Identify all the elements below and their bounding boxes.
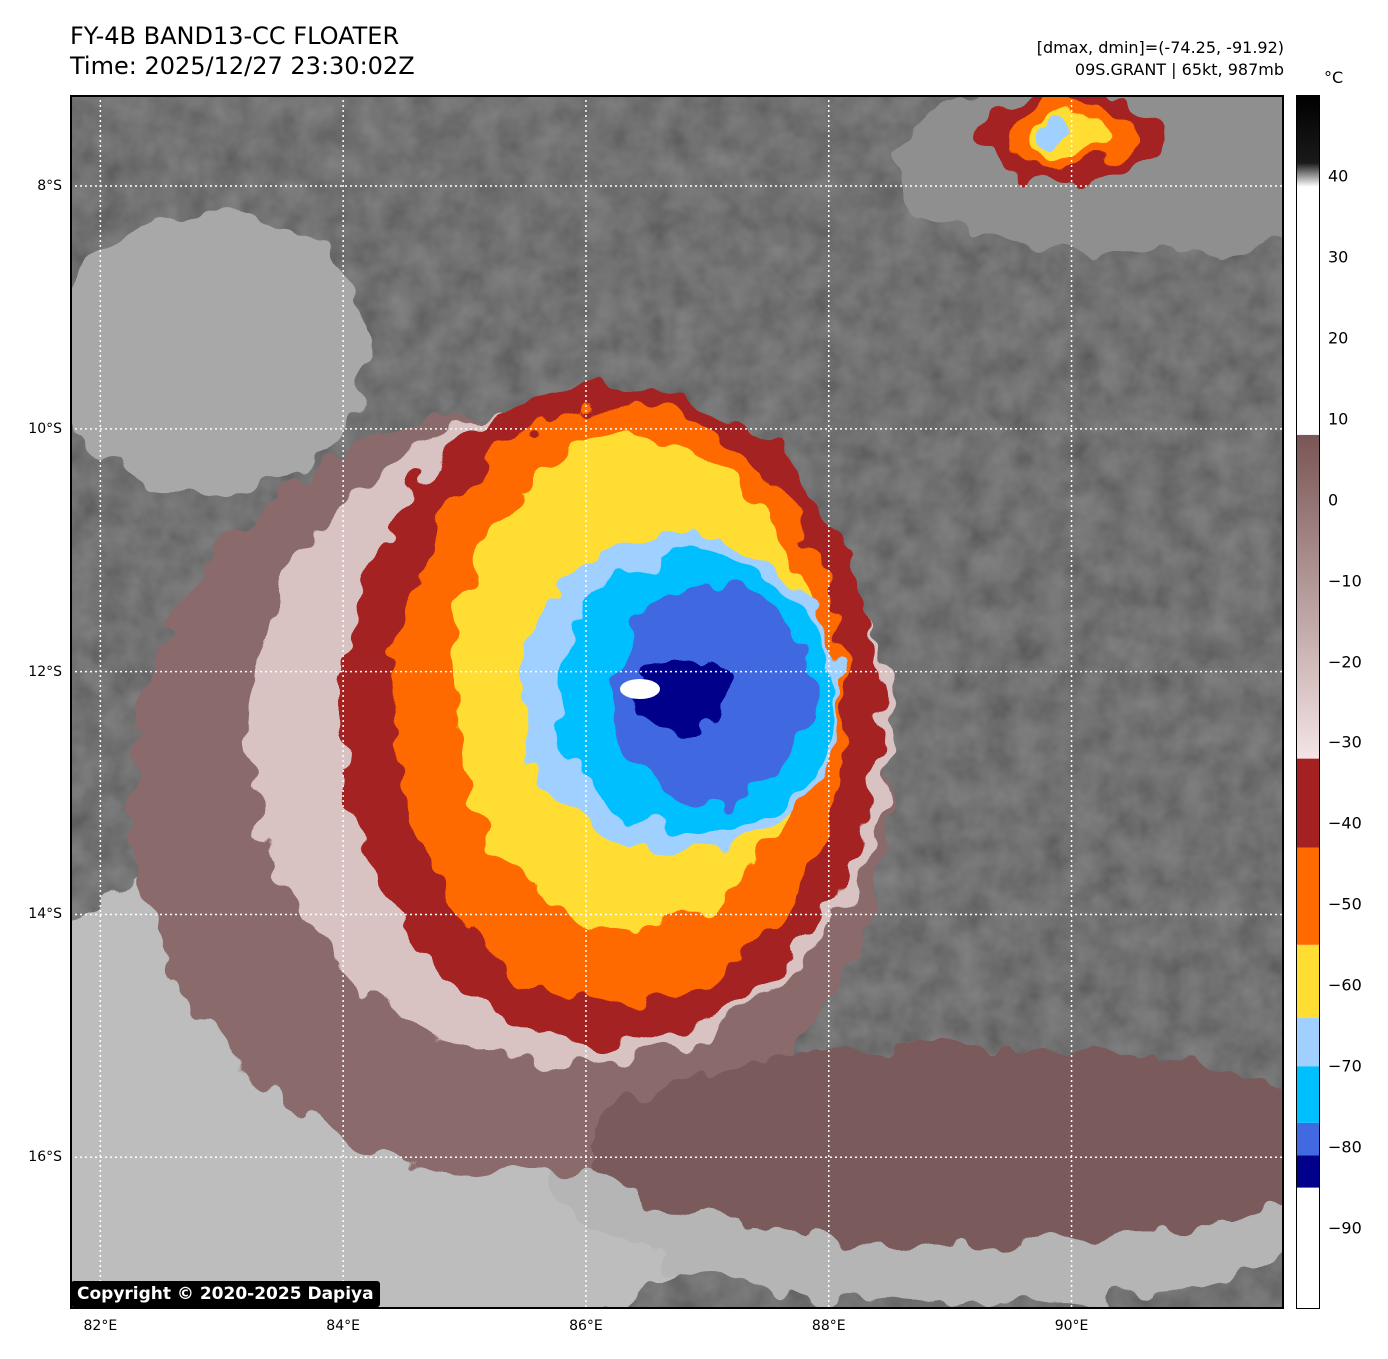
colorbar-tick: −50	[1328, 894, 1362, 914]
northeast-convection	[980, 95, 1160, 180]
title-line-1: FY-4B BAND13-CC FLOATER	[70, 22, 400, 50]
colorbar-tick: −70	[1328, 1056, 1362, 1076]
lat-label: 16°S	[28, 1149, 62, 1166]
colorbar-pink-brown	[1296, 434, 1320, 759]
copyright-badge: Copyright © 2020-2025 Dapiya	[71, 1281, 380, 1307]
info-storm: 09S.GRANT | 65kt, 987mb	[1074, 60, 1284, 79]
lon-label: 82°E	[83, 1318, 118, 1334]
colorbar-tick: −20	[1328, 652, 1362, 672]
colorbar-band-0	[1296, 1187, 1320, 1309]
lon-label: 90°E	[1054, 1318, 1089, 1334]
colorbar-band-1	[1296, 1155, 1320, 1188]
colorbar-tick: 0	[1328, 490, 1339, 510]
colorbar-tick: 30	[1328, 247, 1349, 267]
colorbar-warm-gray	[1296, 95, 1320, 435]
satellite-map	[70, 95, 1284, 1309]
colorbar-tick: −60	[1328, 975, 1362, 995]
map-frame	[70, 95, 1284, 1309]
colorbar-band-5	[1296, 944, 1320, 1018]
colorbar-tick: 40	[1328, 166, 1349, 186]
lon-label: 86°E	[569, 1318, 603, 1334]
colorbar-band-4	[1296, 1017, 1320, 1067]
colorbar-tick: −80	[1328, 1137, 1362, 1157]
storm-core	[340, 385, 880, 1045]
storm-eye	[620, 679, 660, 699]
colorbar-band-3	[1296, 1066, 1320, 1123]
colorbar-tick: −40	[1328, 813, 1362, 833]
colorbar-band-7	[1296, 758, 1320, 848]
lat-lon-grid	[70, 95, 1284, 1309]
colorbar-band-6	[1296, 847, 1320, 945]
colorbar-tick: −90	[1328, 1218, 1362, 1238]
colorbar-tick: −30	[1328, 732, 1362, 752]
colorbar	[1296, 95, 1320, 1309]
lat-label: 10°S	[28, 420, 62, 437]
lat-label: 12°S	[28, 663, 62, 680]
title-line-2: Time: 2025/12/27 23:30:02Z	[70, 52, 415, 80]
colorbar-tick: −10	[1328, 571, 1362, 591]
info-range: [dmax, dmin]=(-74.25, -91.92)	[1036, 38, 1284, 57]
colorbar-band-2	[1296, 1122, 1320, 1156]
colorbar-unit: °C	[1324, 68, 1344, 87]
lon-label: 84°E	[326, 1318, 360, 1334]
colorbar-tick: 10	[1328, 409, 1349, 429]
lat-label: 14°S	[28, 906, 62, 923]
colorbar-tick: 20	[1328, 328, 1349, 348]
lat-label: 8°S	[37, 178, 62, 195]
lon-label: 88°E	[811, 1318, 846, 1334]
